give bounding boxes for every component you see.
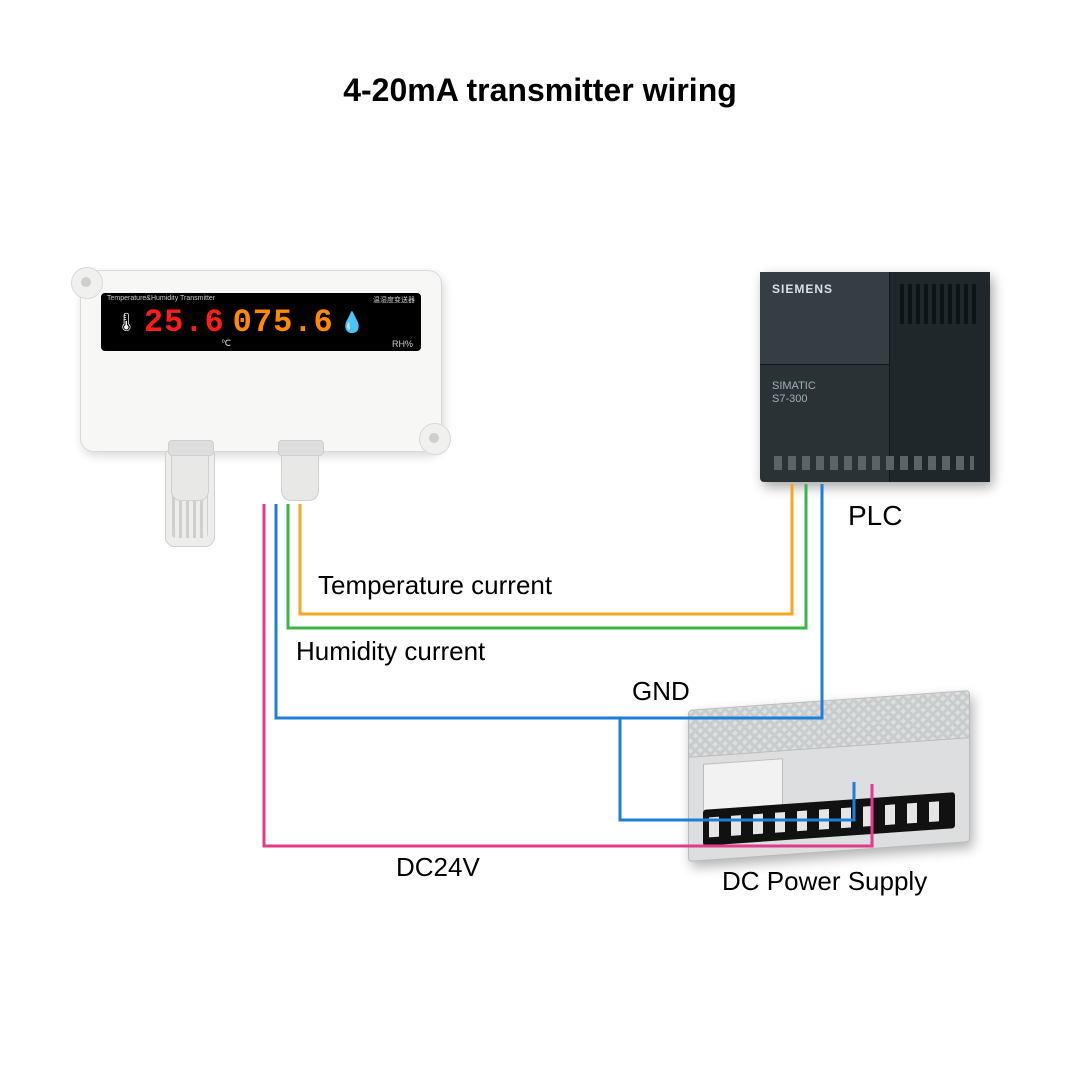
plc-model: SIMATICS7-300 [772,380,816,406]
vent-icon [900,284,980,324]
diagram-title: 4-20mA transmitter wiring [0,72,1080,109]
wire-label-humidity: Humidity current [296,636,485,667]
cable-gland [281,449,319,501]
terminal-row-icon [774,456,974,470]
mount-hole-icon [419,423,451,455]
cable-gland [171,449,209,501]
display-header-right: 温湿度变送器 [373,295,415,305]
humidity-readout: 075.6 [233,304,334,341]
wire-label-dc24v: DC24V [396,852,480,883]
plc-brand: SIEMENS [772,282,833,296]
power-supply-device [688,690,970,862]
thermometer-icon: 🌡 [115,312,138,333]
transmitter-display: Temperature&Humidity Transmitter 温湿度变送器 … [101,293,421,351]
plc-label: PLC [848,500,902,532]
plc-device: SIEMENS SIMATICS7-300 [760,272,990,482]
mount-hole-icon [71,267,103,299]
wire-humidity [288,484,806,628]
wire-label-temperature: Temperature current [318,570,552,601]
transmitter-device: Temperature&Humidity Transmitter 温湿度变送器 … [80,270,442,452]
temperature-readout: 25.6 [144,304,225,341]
unit-rh: RH% [392,339,413,349]
display-header-left: Temperature&Humidity Transmitter [107,295,215,302]
wiring-svg [0,0,1080,1080]
mesh-icon [689,691,969,758]
droplet-icon: 💧 [340,310,365,335]
power-supply-label: DC Power Supply [722,866,927,897]
wire-label-gnd: GND [632,676,690,707]
unit-celsius: ℃ [221,338,231,349]
